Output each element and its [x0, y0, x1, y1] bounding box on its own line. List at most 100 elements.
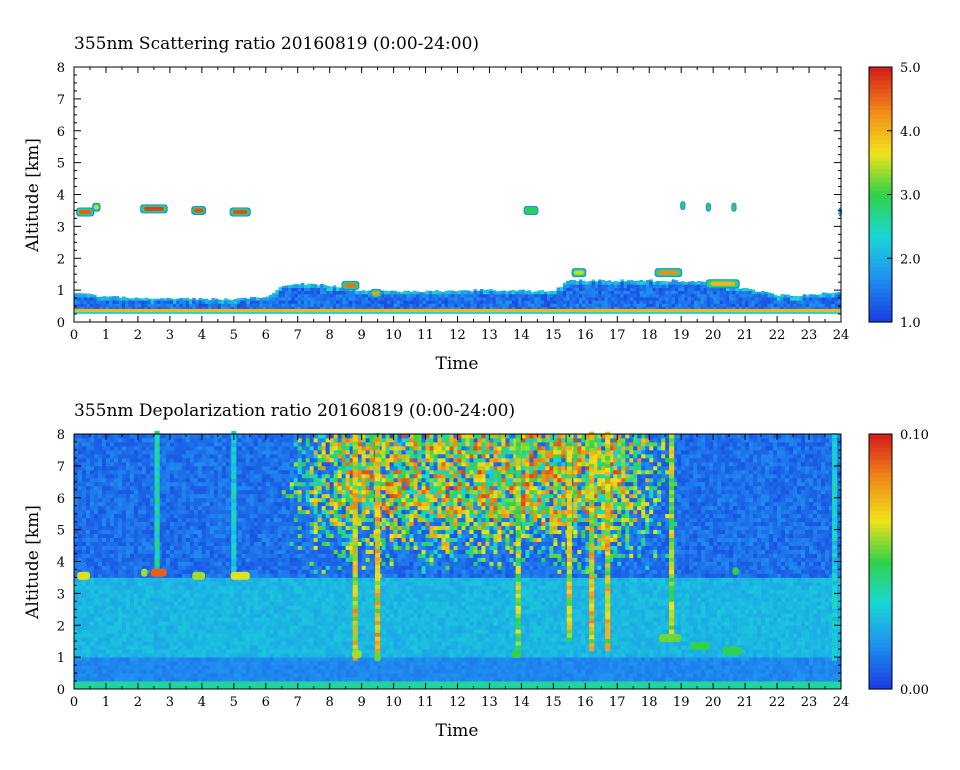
- depol-cell: [205, 537, 211, 542]
- boundary-layer-cell: [812, 297, 816, 301]
- boundary-layer-cell: [828, 306, 832, 311]
- depol-cell: [209, 469, 215, 475]
- depol-cell: [129, 597, 135, 602]
- boundary-layer-cell: [751, 306, 756, 311]
- depol-cell: [193, 477, 199, 483]
- depol-cell: [185, 517, 191, 523]
- depol-cell: [77, 441, 83, 447]
- depol-cell: [105, 617, 111, 622]
- boundary-layer-cell: [646, 306, 650, 311]
- depol-cell: [77, 677, 83, 682]
- boundary-layer-cell: [83, 306, 88, 311]
- boundary-layer-cell: [74, 300, 78, 304]
- depol-cell: [161, 605, 167, 610]
- boundary-layer-cell: [380, 300, 385, 304]
- boundary-layer-cell: [572, 290, 577, 295]
- depol-cell: [241, 569, 247, 574]
- depol-cell: [185, 529, 191, 535]
- depol-cell: [97, 489, 103, 495]
- depol-cell: [129, 665, 135, 670]
- boundary-layer-cell: [614, 300, 618, 304]
- depol-cell: [117, 669, 123, 674]
- depol-cell: [74, 605, 79, 610]
- depol-cell: [205, 569, 211, 574]
- depol-cell: [149, 665, 155, 670]
- depol-cell: [113, 497, 119, 503]
- depol-cell: [117, 445, 123, 451]
- depol-cell: [221, 681, 227, 686]
- depol-cell: [173, 497, 179, 503]
- colorbar-segment: [869, 254, 892, 259]
- boundary-layer-cell: [463, 303, 468, 307]
- boundary-layer-cell: [697, 293, 701, 298]
- boundary-layer-cell: [614, 287, 618, 292]
- boundary-layer-cell: [310, 297, 314, 301]
- depol-cell: [121, 469, 127, 475]
- depol-cell: [165, 541, 171, 546]
- boundary-layer-cell: [399, 300, 404, 304]
- depol-cell: [85, 489, 91, 495]
- depol-cell: [185, 649, 191, 654]
- colorbar-segment: [869, 92, 892, 98]
- depol-cell: [181, 625, 187, 630]
- depol-cell: [209, 569, 215, 574]
- depol-cell: [74, 437, 79, 443]
- boundary-layer-cell: [585, 287, 589, 292]
- depol-cell: [225, 681, 231, 686]
- boundary-layer-cell: [607, 281, 612, 285]
- depol-cell: [201, 481, 207, 487]
- boundary-layer-cell: [508, 297, 513, 301]
- depol-cell: [117, 493, 123, 499]
- depol-cell: [141, 521, 147, 527]
- boundary-layer-cell: [662, 306, 666, 311]
- depol-cell: [117, 529, 123, 535]
- depol-cell: [161, 657, 167, 662]
- boundary-layer-cell: [460, 303, 465, 307]
- boundary-layer-cell: [288, 297, 292, 301]
- depol-cell: [133, 557, 139, 562]
- boundary-layer-cell: [230, 300, 235, 304]
- depol-cell: [221, 493, 227, 499]
- depol-cell: [225, 461, 231, 467]
- depol-cell: [157, 681, 163, 686]
- boundary-layer-cell: [761, 303, 765, 307]
- depol-cell: [169, 617, 175, 622]
- depol-cell: [125, 661, 131, 666]
- boundary-layer-cell: [291, 290, 295, 295]
- depol-cell: [141, 565, 147, 570]
- depol-cell: [129, 485, 135, 491]
- depol-cell: [261, 477, 267, 483]
- depol-cell: [161, 497, 167, 503]
- depol-cell: [81, 557, 87, 562]
- boundary-layer-cell: [297, 284, 302, 288]
- depol-cell: [257, 513, 263, 519]
- boundary-layer-cell: [141, 300, 145, 304]
- boundary-layer-cell: [531, 300, 535, 304]
- depol-cell: [209, 477, 215, 483]
- boundary-layer-cell: [594, 284, 599, 288]
- depol-cell: [253, 489, 259, 495]
- depol-cell: [161, 469, 167, 475]
- boundary-layer-cell: [767, 297, 771, 301]
- boundary-layer-cell: [387, 300, 391, 304]
- depol-cell: [217, 477, 223, 483]
- depol-cell: [181, 657, 187, 662]
- depol-cell: [145, 493, 151, 499]
- depol-cell: [129, 593, 135, 598]
- depol-cell: [253, 434, 259, 439]
- depol-cell: [177, 489, 183, 495]
- depol-cell: [161, 537, 167, 542]
- depol-cell: [245, 569, 251, 574]
- depol-cell: [169, 473, 175, 479]
- boundary-layer-cell: [671, 303, 676, 307]
- depol-cell: [225, 533, 231, 538]
- y-tick-label: 2: [57, 252, 65, 267]
- boundary-layer-cell: [713, 290, 717, 295]
- depol-cell: [197, 617, 203, 622]
- depol-cell: [113, 565, 119, 570]
- boundary-layer-cell: [818, 300, 823, 304]
- boundary-layer-cell: [144, 303, 148, 307]
- depol-cell: [93, 661, 99, 666]
- depol-cell: [129, 525, 135, 531]
- depol-cell: [125, 629, 131, 634]
